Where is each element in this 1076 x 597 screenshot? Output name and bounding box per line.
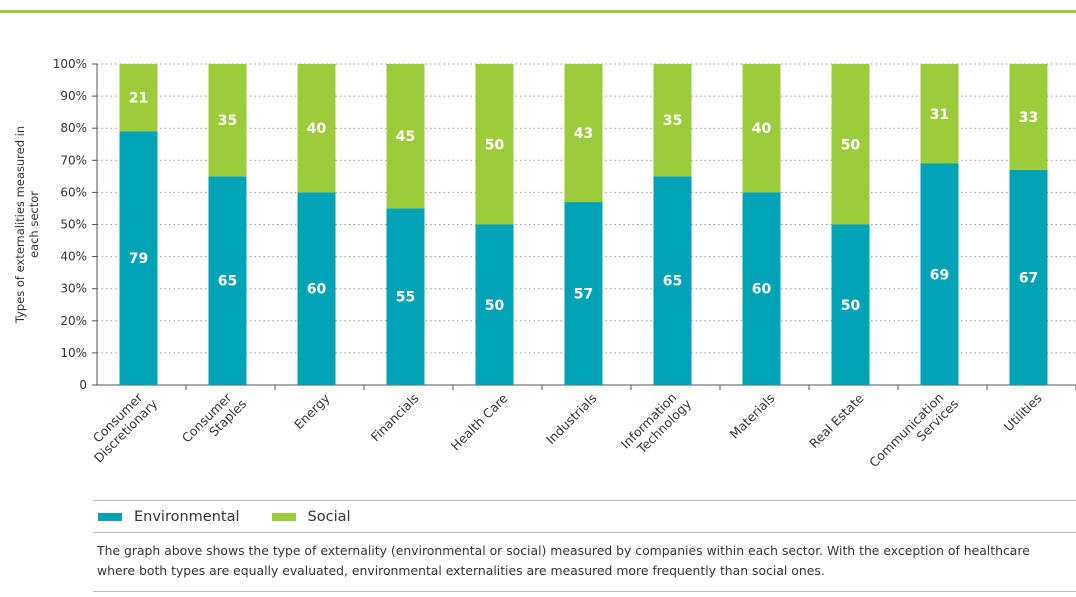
stacked-bar-chart: 0 10% 20% 30% 40% 50% 60% 70% 80% 90% 100% Types of… xyxy=(13,57,1076,470)
data-label-environmental: 79 xyxy=(129,251,148,267)
divider-line xyxy=(93,591,1076,592)
bar-segment-social xyxy=(297,64,336,193)
bar-segment-social xyxy=(742,64,781,193)
legend-label-social: Social xyxy=(307,509,351,525)
data-label-social: 43 xyxy=(574,126,593,142)
data-label-social: 40 xyxy=(752,121,772,137)
legend-swatch-environmental xyxy=(98,513,122,521)
y-tick-label: 70% xyxy=(60,153,87,167)
x-tick-label-line: Health Care xyxy=(448,390,511,453)
x-tick-label-line: Materials xyxy=(726,391,777,442)
bar-segment-environmental xyxy=(386,208,425,385)
data-label-social: 40 xyxy=(307,121,327,137)
legend-item-environmental: Environmental xyxy=(98,509,240,525)
bar-segment-social xyxy=(475,64,514,225)
data-label-environmental: 50 xyxy=(841,298,861,314)
x-tick-label-line: Financials xyxy=(368,391,422,445)
y-tick-label: 10% xyxy=(60,346,87,360)
x-tick-label-line: Utilities xyxy=(1001,391,1045,435)
data-label-environmental: 55 xyxy=(396,290,415,306)
data-label-social: 33 xyxy=(1019,110,1038,126)
legend: Environmental Social xyxy=(98,509,383,525)
x-tick-label: Financials xyxy=(368,391,422,445)
x-tick-label-line: Real Estate xyxy=(806,390,867,451)
bar-segment-social xyxy=(831,64,870,225)
x-tick-label: Materials xyxy=(726,391,777,442)
data-label-social: 35 xyxy=(218,113,237,129)
x-tick-label-line: Industrials xyxy=(543,391,600,448)
bar-segment-environmental xyxy=(564,202,603,385)
bar-segment-environmental xyxy=(475,224,514,385)
data-label-social: 45 xyxy=(396,129,415,145)
bar-segment-social xyxy=(386,64,425,209)
legend-label-environmental: Environmental xyxy=(134,509,240,525)
y-tick-label: 20% xyxy=(60,314,87,328)
y-tick-label: 50% xyxy=(60,218,87,232)
chart-caption: The graph above shows the type of extern… xyxy=(97,543,1030,578)
y-axis-label-line: Types of externalities measured in xyxy=(13,126,27,324)
bar-segment-environmental xyxy=(920,163,959,385)
y-tick-label: 80% xyxy=(60,121,87,135)
data-label-environmental: 60 xyxy=(752,282,772,298)
y-axis-label-line: each sector xyxy=(27,191,41,258)
top-accent-bar xyxy=(0,10,1076,13)
legend-swatch-social xyxy=(271,513,296,521)
data-label-environmental: 69 xyxy=(930,267,949,283)
y-axis-label: Types of externalities measured in each s… xyxy=(13,126,41,324)
y-tick-label: 60% xyxy=(60,185,87,199)
divider-line xyxy=(93,500,1076,501)
data-label-social: 50 xyxy=(841,137,861,153)
bar-segment-environmental xyxy=(831,224,870,385)
data-label-environmental: 65 xyxy=(663,274,682,290)
x-tick-label: Health Care xyxy=(448,390,511,453)
y-tick-label: 40% xyxy=(60,250,87,264)
data-label-environmental: 65 xyxy=(218,274,237,290)
bar-segment-environmental xyxy=(742,192,781,385)
data-label-environmental: 60 xyxy=(307,282,327,298)
x-tick-label: Industrials xyxy=(543,391,600,448)
data-label-social: 31 xyxy=(930,107,949,123)
x-tick-label-line: Energy xyxy=(291,390,333,432)
bar-segment-environmental xyxy=(297,192,336,385)
bar-segment-social xyxy=(920,64,959,164)
x-tick-label: Real Estate xyxy=(806,390,867,451)
bar-segment-social xyxy=(564,64,603,203)
data-label-environmental: 57 xyxy=(574,287,593,303)
data-label-environmental: 67 xyxy=(1019,270,1038,286)
y-tick-label: 30% xyxy=(60,282,87,296)
bar-segment-environmental xyxy=(119,131,158,385)
data-label-social: 50 xyxy=(485,137,505,153)
bar-segment-social xyxy=(119,64,158,132)
bar-segment-environmental xyxy=(653,176,692,385)
bar-segment-social xyxy=(1009,64,1048,170)
y-tick-label: 100% xyxy=(53,57,87,71)
data-label-social: 35 xyxy=(663,113,682,129)
data-label-environmental: 50 xyxy=(485,298,505,314)
x-tick-label: Energy xyxy=(291,390,333,432)
bar-segment-social xyxy=(208,64,247,177)
bar-segment-environmental xyxy=(208,176,247,385)
data-label-social: 21 xyxy=(129,91,148,107)
y-tick-label: 0 xyxy=(79,378,87,392)
bar-segment-social xyxy=(653,64,692,177)
legend-item-social: Social xyxy=(271,509,351,525)
x-tick-label: Utilities xyxy=(1001,391,1045,435)
divider-line xyxy=(93,532,1076,533)
bar-segment-environmental xyxy=(1009,169,1048,385)
y-tick-label: 90% xyxy=(60,89,87,103)
